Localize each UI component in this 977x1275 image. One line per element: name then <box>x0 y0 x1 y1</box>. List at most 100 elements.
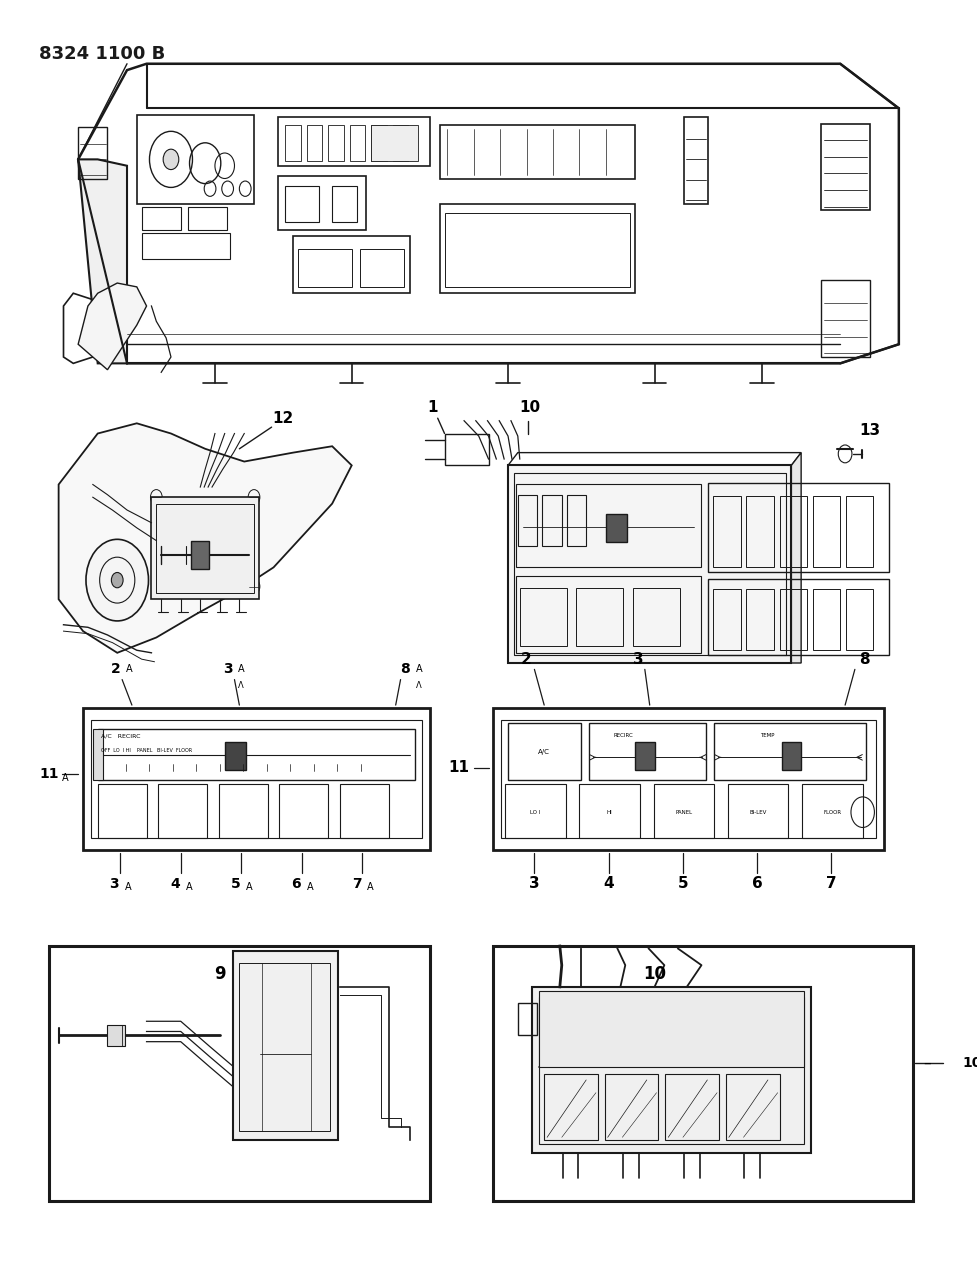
Bar <box>233 951 338 1140</box>
Bar <box>542 495 562 546</box>
Bar <box>285 186 319 222</box>
Bar <box>518 495 537 546</box>
Text: Λ: Λ <box>416 681 422 690</box>
Text: BI-LEV: BI-LEV <box>749 810 767 815</box>
Bar <box>508 465 791 663</box>
Text: HI: HI <box>607 810 613 815</box>
Text: 8324 1100 B: 8324 1100 B <box>39 45 165 62</box>
Text: A/C: A/C <box>538 750 550 755</box>
Text: 4: 4 <box>170 877 180 890</box>
Bar <box>142 233 230 259</box>
Bar <box>813 589 840 650</box>
Bar <box>142 207 181 230</box>
Bar <box>332 186 357 222</box>
Bar <box>445 434 488 465</box>
Circle shape <box>86 539 149 621</box>
Bar <box>98 784 147 838</box>
Bar <box>158 784 207 838</box>
Bar <box>846 589 873 650</box>
Text: A: A <box>416 664 423 674</box>
Text: A/C   RECIRC: A/C RECIRC <box>101 733 140 738</box>
Text: A: A <box>126 664 133 674</box>
Text: Λ: Λ <box>238 681 244 690</box>
Bar <box>393 125 408 161</box>
Text: PANEL: PANEL <box>675 810 693 815</box>
Bar <box>539 991 804 1067</box>
Bar <box>728 784 788 838</box>
Bar <box>846 496 873 567</box>
Bar <box>440 125 635 178</box>
Bar <box>684 117 708 204</box>
Text: 10: 10 <box>643 965 666 983</box>
Bar <box>151 497 259 599</box>
Bar <box>285 125 301 161</box>
Text: 11: 11 <box>448 760 470 775</box>
Bar <box>654 784 714 838</box>
Bar <box>713 496 741 567</box>
Bar <box>726 1074 780 1140</box>
Bar <box>821 280 870 357</box>
Text: 3: 3 <box>530 876 539 891</box>
Text: 10: 10 <box>962 1057 977 1070</box>
Bar <box>505 784 566 838</box>
Text: 4: 4 <box>604 876 614 891</box>
Bar <box>544 1074 598 1140</box>
Polygon shape <box>78 159 127 363</box>
Text: 6: 6 <box>751 876 763 891</box>
Bar <box>239 963 330 1131</box>
Bar <box>532 987 811 1153</box>
Bar <box>93 729 103 780</box>
Bar <box>83 708 430 850</box>
Polygon shape <box>59 423 352 653</box>
Bar <box>225 742 246 770</box>
Bar <box>219 784 268 838</box>
Bar <box>156 504 254 593</box>
Bar <box>605 1074 658 1140</box>
Polygon shape <box>791 453 801 663</box>
Bar <box>635 742 655 770</box>
Bar <box>91 720 422 838</box>
Bar <box>107 1025 125 1046</box>
Text: LO I: LO I <box>531 810 540 815</box>
Text: 12: 12 <box>273 411 294 426</box>
Bar <box>307 125 322 161</box>
Bar <box>440 204 635 293</box>
Bar <box>137 115 254 204</box>
Bar <box>49 946 430 1201</box>
Bar <box>371 125 387 161</box>
Text: 2: 2 <box>521 652 532 667</box>
Text: 5: 5 <box>678 876 688 891</box>
Text: TEMP: TEMP <box>760 733 774 738</box>
Bar <box>516 576 701 653</box>
Bar <box>589 723 706 780</box>
Text: A: A <box>307 882 314 892</box>
Bar <box>539 997 804 1144</box>
Circle shape <box>111 572 123 588</box>
Bar <box>780 589 807 650</box>
Text: 1: 1 <box>428 400 438 416</box>
Bar <box>493 708 884 850</box>
Text: 3: 3 <box>223 663 233 676</box>
Bar <box>340 784 389 838</box>
Bar <box>579 784 640 838</box>
Circle shape <box>163 149 179 170</box>
Text: –: – <box>923 1056 931 1071</box>
Text: OFF  LO  I HI    PANEL   BI-LEV  FLOOR: OFF LO I HI PANEL BI-LEV FLOOR <box>101 748 191 754</box>
Bar <box>606 514 627 542</box>
Text: 3: 3 <box>633 652 643 667</box>
Bar <box>445 213 630 287</box>
Bar <box>576 588 623 646</box>
Bar <box>298 249 352 287</box>
Bar <box>633 588 680 646</box>
Text: 13: 13 <box>859 423 880 439</box>
Text: 7: 7 <box>827 876 836 891</box>
Bar <box>514 473 786 655</box>
Text: A: A <box>186 882 192 892</box>
Bar <box>746 496 774 567</box>
Bar <box>802 784 863 838</box>
Bar <box>708 483 889 572</box>
Bar <box>188 207 227 230</box>
Text: RECIRC: RECIRC <box>614 733 633 738</box>
Text: 9: 9 <box>214 965 226 983</box>
Bar <box>665 1074 719 1140</box>
